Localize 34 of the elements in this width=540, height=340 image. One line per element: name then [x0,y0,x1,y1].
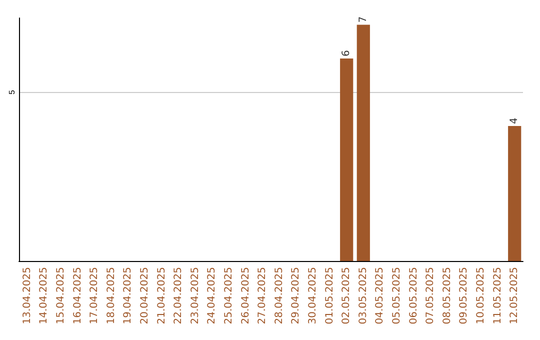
x-tick-label: 07.05.2025 [425,267,436,324]
x-tick-label: 24.04.2025 [206,267,218,324]
x-tick-label: 26.04.2025 [240,267,252,324]
x-tick-label: 15.04.2025 [56,267,66,324]
data-label: 4 [509,118,520,124]
x-tick-label: 13.04.2025 [22,267,33,324]
x-tick-label: 16.04.2025 [72,267,84,324]
x-tick-label: 19.04.2025 [122,267,134,324]
x-tick-label: 28.04.2025 [274,267,285,324]
x-tick-label: 03.05.2025 [358,267,369,324]
x-tick-label: 10.05.2025 [476,267,486,324]
x-tick-label: 22.04.2025 [173,267,184,324]
x-tick-label: 30.04.2025 [308,267,318,324]
x-tick-label: 25.04.2025 [224,267,234,324]
x-tick-label: 29.04.2025 [290,267,302,324]
x-tick-label: 12.05.2025 [509,267,520,324]
data-label: 7 [358,16,369,23]
x-tick-label: 21.04.2025 [156,267,168,324]
x-tick-label: 08.05.2025 [442,267,453,324]
x-tick-label: 23.04.2025 [190,267,201,324]
data-label: 6 [341,50,352,56]
x-tick-label: 09.05.2025 [458,267,470,324]
x-tick-label: 06.05.2025 [408,267,420,324]
x-tick-label: 17.04.2025 [89,267,100,324]
y-tick-label: 5 [8,89,16,94]
x-tick-label: 01.05.2025 [324,267,336,324]
x-tick-label: 04.05.2025 [374,267,386,324]
x-tick-label: 20.04.2025 [140,267,150,324]
x-tick-label: 05.05.2025 [392,267,402,324]
x-tick-label: 11.05.2025 [492,267,504,324]
x-tick-label: 27.04.2025 [257,267,268,324]
x-tick-label: 14.04.2025 [38,267,50,324]
x-tick-label: 18.04.2025 [106,267,117,324]
x-tick-label: 02.05.2025 [341,267,352,324]
